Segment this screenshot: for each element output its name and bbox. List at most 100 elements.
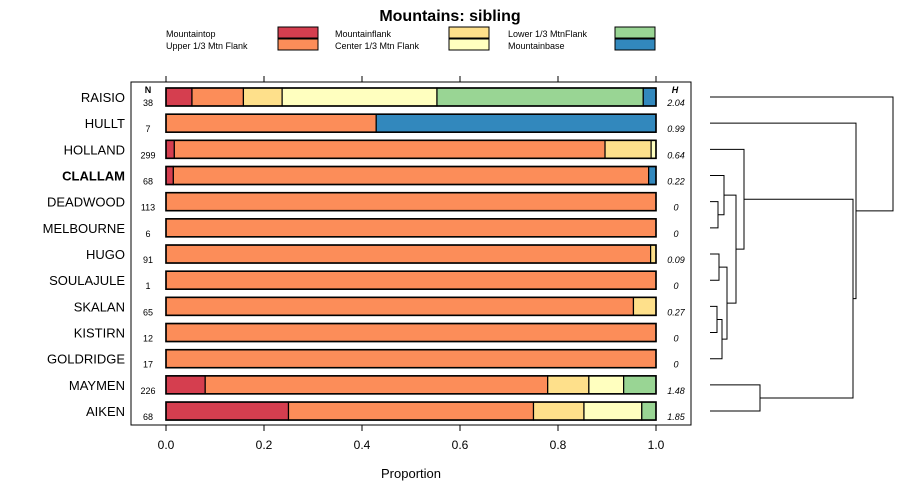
bar-segment-center-1-3-mtn-flank	[588, 375, 625, 395]
legend-label-mountainbase: Mountainbase	[508, 41, 565, 51]
dendrogram-branch	[710, 96, 894, 212]
bar-segment-upper-1-3-mtn-flank	[204, 375, 549, 395]
legend: Mountaintop Upper 1/3 Mtn Flank Mountainfl…	[166, 26, 656, 51]
bar-row-goldridge: GOLDRIDGE 17 0	[47, 348, 679, 370]
bar-outline	[165, 244, 657, 264]
bar-segment-mountainflank	[604, 139, 652, 159]
row-n-value: 17	[143, 360, 153, 370]
bar-row-hullt: HULLT 7 0.99	[85, 113, 685, 134]
bar-row-soulajule: SOULAJULE 1 0	[49, 270, 679, 291]
bar-segment-mountainbase	[642, 87, 657, 107]
row-n-value: 226	[140, 386, 155, 396]
row-h-value: 1.48	[667, 386, 685, 396]
row-label: MELBOURNE	[43, 221, 126, 236]
row-h-value: 0.64	[667, 150, 685, 160]
bar-segment-lower-1-3-mtnflank	[623, 375, 657, 395]
row-n-value: 91	[143, 255, 153, 265]
dendrogram-branch	[724, 194, 737, 304]
row-h-value: 0.27	[667, 307, 686, 317]
legend-label-mountainflank: Mountainflank	[335, 29, 392, 39]
legend-label-upper-1-3-mtn-flank: Upper 1/3 Mtn Flank	[166, 41, 248, 51]
legend-label-lower-1-3-mtnflank: Lower 1/3 MtnFlank	[508, 29, 588, 39]
bar-segment-upper-1-3-mtn-flank	[165, 296, 635, 316]
x-axis: 0.0 0.2 0.4 0.6 0.8 1.0	[158, 425, 665, 452]
row-h-value: 0	[673, 229, 678, 239]
bar-segment-upper-1-3-mtn-flank	[165, 270, 657, 290]
legend-label-center-1-3-mtn-flank: Center 1/3 Mtn Flank	[335, 41, 420, 51]
row-label: HULLT	[85, 116, 125, 131]
row-label: KISTIRN	[74, 326, 125, 341]
row-n-value: 68	[143, 177, 153, 187]
bar-row-maymen: MAYMEN 226 1.48	[69, 375, 685, 396]
x-tick-label: 0.4	[354, 438, 371, 452]
bar-segment-mountainbase	[375, 113, 657, 133]
bar-segment-lower-1-3-mtnflank	[436, 87, 644, 107]
dendrogram-branch	[710, 253, 720, 281]
bar-segment-center-1-3-mtn-flank	[281, 87, 438, 107]
bar-outline	[165, 165, 657, 186]
row-h-value: 2.04	[666, 98, 685, 108]
row-h-value: 0	[673, 334, 678, 344]
x-tick-label: 1.0	[648, 438, 665, 452]
bar-segment-upper-1-3-mtn-flank	[191, 87, 245, 107]
bar-outline	[165, 401, 657, 421]
bar-segment-upper-1-3-mtn-flank	[165, 349, 657, 369]
bar-row-clallam: CLALLAM 68 0.22	[62, 165, 685, 187]
top-axis-ticks	[165, 76, 657, 82]
bar-row-kistirn: KISTIRN 12 0	[74, 322, 679, 344]
bar-segment-mountainflank	[632, 296, 657, 316]
bar-segment-mountainflank	[532, 401, 585, 421]
bar-outline	[165, 113, 657, 133]
bar-segment-upper-1-3-mtn-flank	[165, 192, 657, 212]
row-h-value: 0	[673, 281, 678, 291]
bar-outline	[165, 375, 657, 395]
bar-segment-mountaintop	[165, 375, 206, 395]
row-label: CLALLAM	[62, 169, 125, 184]
bar-outline	[165, 348, 657, 369]
h-column-header: H	[672, 85, 679, 95]
row-h-value: 1.85	[667, 412, 686, 422]
bar-row-skalan: SKALAN 65 0.27	[74, 296, 686, 317]
row-n-value: 299	[140, 150, 155, 160]
dendrogram-branch	[719, 266, 728, 340]
bar-segment-upper-1-3-mtn-flank	[165, 322, 657, 343]
legend-label-mountaintop: Mountaintop	[166, 29, 216, 39]
bar-segment-upper-1-3-mtn-flank	[165, 218, 657, 238]
bar-segment-mountaintop	[165, 401, 290, 421]
dendrogram-branch	[710, 148, 745, 250]
row-h-value: 0	[673, 360, 678, 370]
row-label: SKALAN	[74, 299, 125, 314]
legend-swatch-center-1-3-mtn-flank	[448, 38, 490, 51]
bar-outline	[165, 87, 657, 107]
bar-outline	[165, 322, 657, 343]
row-n-value: 38	[143, 98, 153, 108]
dendrogram-branch	[710, 305, 718, 334]
row-label: GOLDRIDGE	[47, 352, 125, 367]
row-label: HUGO	[86, 247, 125, 262]
bar-segment-mountainflank	[242, 87, 283, 107]
bar-segment-upper-1-3-mtn-flank	[165, 113, 377, 133]
row-n-value: 7	[145, 124, 150, 134]
dendrogram-branch	[710, 201, 719, 229]
row-label: DEADWOOD	[47, 195, 125, 210]
bar-outline	[165, 218, 657, 238]
row-label: AIKEN	[86, 404, 125, 419]
chart-title: Mountains: sibling	[379, 8, 520, 25]
bar-segment-mountainbase	[648, 165, 657, 186]
row-n-value: 6	[145, 229, 150, 239]
bar-outline	[165, 191, 657, 212]
bar-row-raisio: RAISIO 38 2.04	[81, 87, 685, 108]
bar-segment-upper-1-3-mtn-flank	[172, 165, 650, 186]
row-h-value: 0.99	[667, 124, 685, 134]
row-n-value: 68	[143, 412, 153, 422]
dendrogram-branch	[710, 318, 723, 360]
bar-segment-mountaintop	[165, 139, 175, 159]
row-label: RAISIO	[81, 90, 125, 105]
x-tick-label: 0.8	[550, 438, 567, 452]
row-h-value: 0.22	[667, 177, 685, 187]
row-h-value: 0	[673, 203, 678, 213]
bar-row-holland: HOLLAND 299 0.64	[64, 139, 685, 160]
row-label: HOLLAND	[64, 142, 125, 157]
row-n-value: 113	[141, 203, 155, 213]
